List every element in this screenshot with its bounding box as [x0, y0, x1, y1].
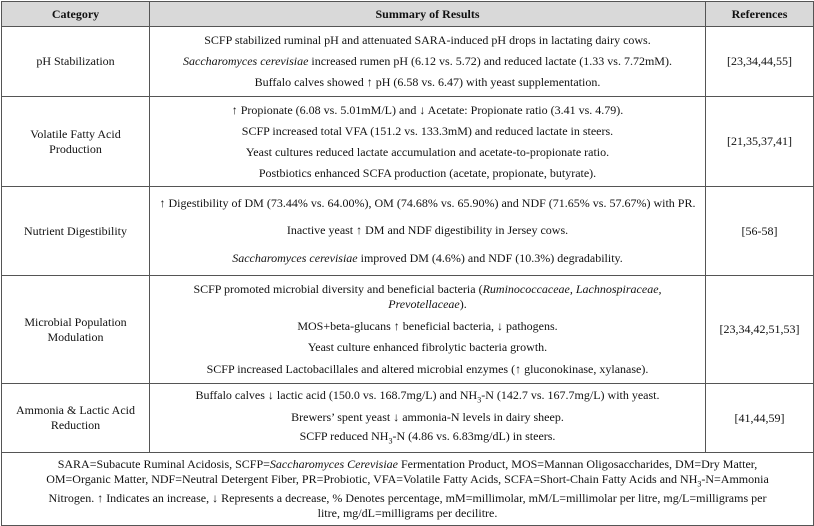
summary-line: MOS+beta-glucans ↑ beneficial bacteria, …	[156, 319, 699, 334]
summary-cell: ↑ Digestibility of DM (73.44% vs. 64.00%…	[149, 186, 706, 276]
references-cell: [23,34,42,51,53]	[705, 275, 814, 384]
text-segment: MOS+beta-glucans ↑ beneficial bacteria, …	[297, 318, 558, 333]
category-cell: Volatile Fatty Acid Production	[1, 96, 150, 187]
table-body: pH Stabilization SCFP stabilized ruminal …	[1, 26, 814, 526]
footnote-cell: SARA=Subacute Ruminal Acidosis, SCFP=Sac…	[1, 451, 814, 526]
text-segment: Buffalo calves ↓ lactic acid (150.0 vs. …	[195, 388, 478, 403]
summary-cell: Buffalo calves ↓ lactic acid (150.0 vs. …	[149, 383, 706, 453]
text-segment: Saccharomyces cerevisiae	[183, 53, 309, 68]
category-cell: Nutrient Digestibility	[1, 186, 150, 276]
text-segment: Ruminococcaceae, Lachnospiraceae, Prevot…	[388, 281, 662, 311]
text-segment: SCFP increased Lactobacillales and alter…	[206, 362, 649, 377]
text-segment: Brewers’ spent yeast ↓ ammonia-N levels …	[291, 410, 564, 425]
header-cell: References	[705, 1, 814, 27]
header-cell: Summary of Results	[149, 1, 706, 27]
text-segment: Yeast cultures reduced lactate accumulat…	[245, 144, 610, 159]
text-segment: Inactive yeast ↑ DM and NDF digestibilit…	[286, 223, 569, 238]
summary-line: Yeast cultures reduced lactate accumulat…	[156, 145, 699, 160]
text-segment: SCFP increased total VFA (151.2 vs. 133.…	[241, 123, 614, 138]
summary-cell: SCFP stabilized ruminal pH and attenuate…	[149, 26, 706, 97]
summary-list: ↑ Digestibility of DM (73.44% vs. 64.00%…	[156, 190, 699, 273]
text-segment: 3	[388, 435, 393, 445]
references-cell: [41,44,59]	[705, 383, 814, 453]
text-segment: -N=Ammonia Nitrogen. ↑ Indicates an incr…	[48, 472, 769, 521]
summary-line: ↑ Digestibility of DM (73.44% vs. 64.00%…	[156, 196, 699, 211]
text-segment: -N (142.7 vs. 167.7mg/L) with yeast.	[481, 388, 660, 403]
summary-list: ↑ Propionate (6.08 vs. 5.01mM/L) and ↓ A…	[156, 100, 699, 184]
text-segment: Postbiotics enhanced SCFA production (ac…	[258, 165, 597, 180]
text-segment: Fermentation Product, MOS=Mannan Oligosa…	[46, 457, 758, 486]
text-segment: 3	[477, 395, 482, 405]
references-cell: [23,34,44,55]	[705, 26, 814, 97]
references-cell: [21,35,37,41]	[705, 96, 814, 187]
summary-line: Inactive yeast ↑ DM and NDF digestibilit…	[156, 223, 699, 238]
summary-line: SCFP promoted microbial diversity and be…	[156, 282, 699, 312]
summary-list: SCFP stabilized ruminal pH and attenuate…	[156, 30, 699, 94]
summary-line: Yeast culture enhanced fibrolytic bacter…	[156, 340, 699, 355]
text-segment: ).	[459, 296, 467, 311]
summary-line: Brewers’ spent yeast ↓ ammonia-N levels …	[156, 410, 699, 425]
table-row: Microbial Population Modulation SCFP prom…	[1, 275, 814, 384]
text-segment: 3	[697, 479, 702, 489]
text-segment: improved DM (4.6%) and NDF (10.3%) degra…	[357, 251, 623, 266]
table-row: Nutrient Digestibility ↑ Digestibility of…	[1, 186, 814, 276]
references-cell: [56-58]	[705, 186, 814, 276]
text-segment: Yeast culture enhanced fibrolytic bacter…	[307, 340, 548, 355]
summary-list: SCFP promoted microbial diversity and be…	[156, 279, 699, 381]
summary-line: SCFP stabilized ruminal pH and attenuate…	[156, 33, 699, 48]
summary-line: ↑ Propionate (6.08 vs. 5.01mM/L) and ↓ A…	[156, 103, 699, 118]
summary-line: SCFP increased Lactobacillales and alter…	[156, 362, 699, 377]
summary-line: Buffalo calves ↓ lactic acid (150.0 vs. …	[156, 388, 699, 407]
category-cell: pH Stabilization	[1, 26, 150, 97]
table-row: Ammonia & Lactic Acid Reduction Buffalo c…	[1, 383, 814, 453]
text-segment: Saccharomyces Cerevisiae	[269, 457, 398, 471]
summary-cell: ↑ Propionate (6.08 vs. 5.01mM/L) and ↓ A…	[149, 96, 706, 187]
category-cell: Ammonia & Lactic Acid Reduction	[1, 383, 150, 453]
text-segment: SCFP promoted microbial diversity and be…	[193, 281, 483, 296]
text-segment: Saccharomyces cerevisiae	[232, 251, 358, 266]
text-segment: ↑ Digestibility of DM (73.44% vs. 64.00%…	[159, 195, 696, 210]
text-segment: SCFP stabilized ruminal pH and attenuate…	[204, 32, 651, 47]
text-segment: -N (4.86 vs. 6.83mg/dL) in steers.	[392, 428, 556, 443]
table-row: pH Stabilization SCFP stabilized ruminal …	[1, 26, 814, 97]
text-segment: SARA=Subacute Ruminal Acidosis, SCFP=	[57, 457, 270, 471]
text-segment: SCFP reduced NH	[299, 428, 389, 443]
summary-line: SCFP reduced NH3-N (4.86 vs. 6.83mg/dL) …	[156, 429, 699, 448]
text-segment: ↑ Propionate (6.08 vs. 5.01mM/L) and ↓ A…	[231, 102, 624, 117]
summary-line: Saccharomyces cerevisiae improved DM (4.…	[156, 251, 699, 266]
summary-line: Saccharomyces cerevisiae increased rumen…	[156, 54, 699, 69]
text-segment: Buffalo calves showed ↑ pH (6.58 vs. 6.4…	[254, 75, 601, 90]
header-cell: Category	[1, 1, 150, 27]
header-row: Category Summary of Results References	[1, 1, 814, 27]
text-segment: increased rumen pH (6.12 vs. 5.72) and r…	[308, 53, 672, 68]
summary-line: Postbiotics enhanced SCFA production (ac…	[156, 166, 699, 181]
summary-cell: SCFP promoted microbial diversity and be…	[149, 275, 706, 384]
summary-list: Buffalo calves ↓ lactic acid (150.0 vs. …	[156, 387, 699, 450]
table-row: Volatile Fatty Acid Production ↑ Propiona…	[1, 96, 814, 187]
footnote-row: SARA=Subacute Ruminal Acidosis, SCFP=Sac…	[1, 451, 814, 526]
category-cell: Microbial Population Modulation	[1, 275, 150, 384]
summary-line: Buffalo calves showed ↑ pH (6.58 vs. 6.4…	[156, 75, 699, 90]
summary-line: SCFP increased total VFA (151.2 vs. 133.…	[156, 124, 699, 139]
